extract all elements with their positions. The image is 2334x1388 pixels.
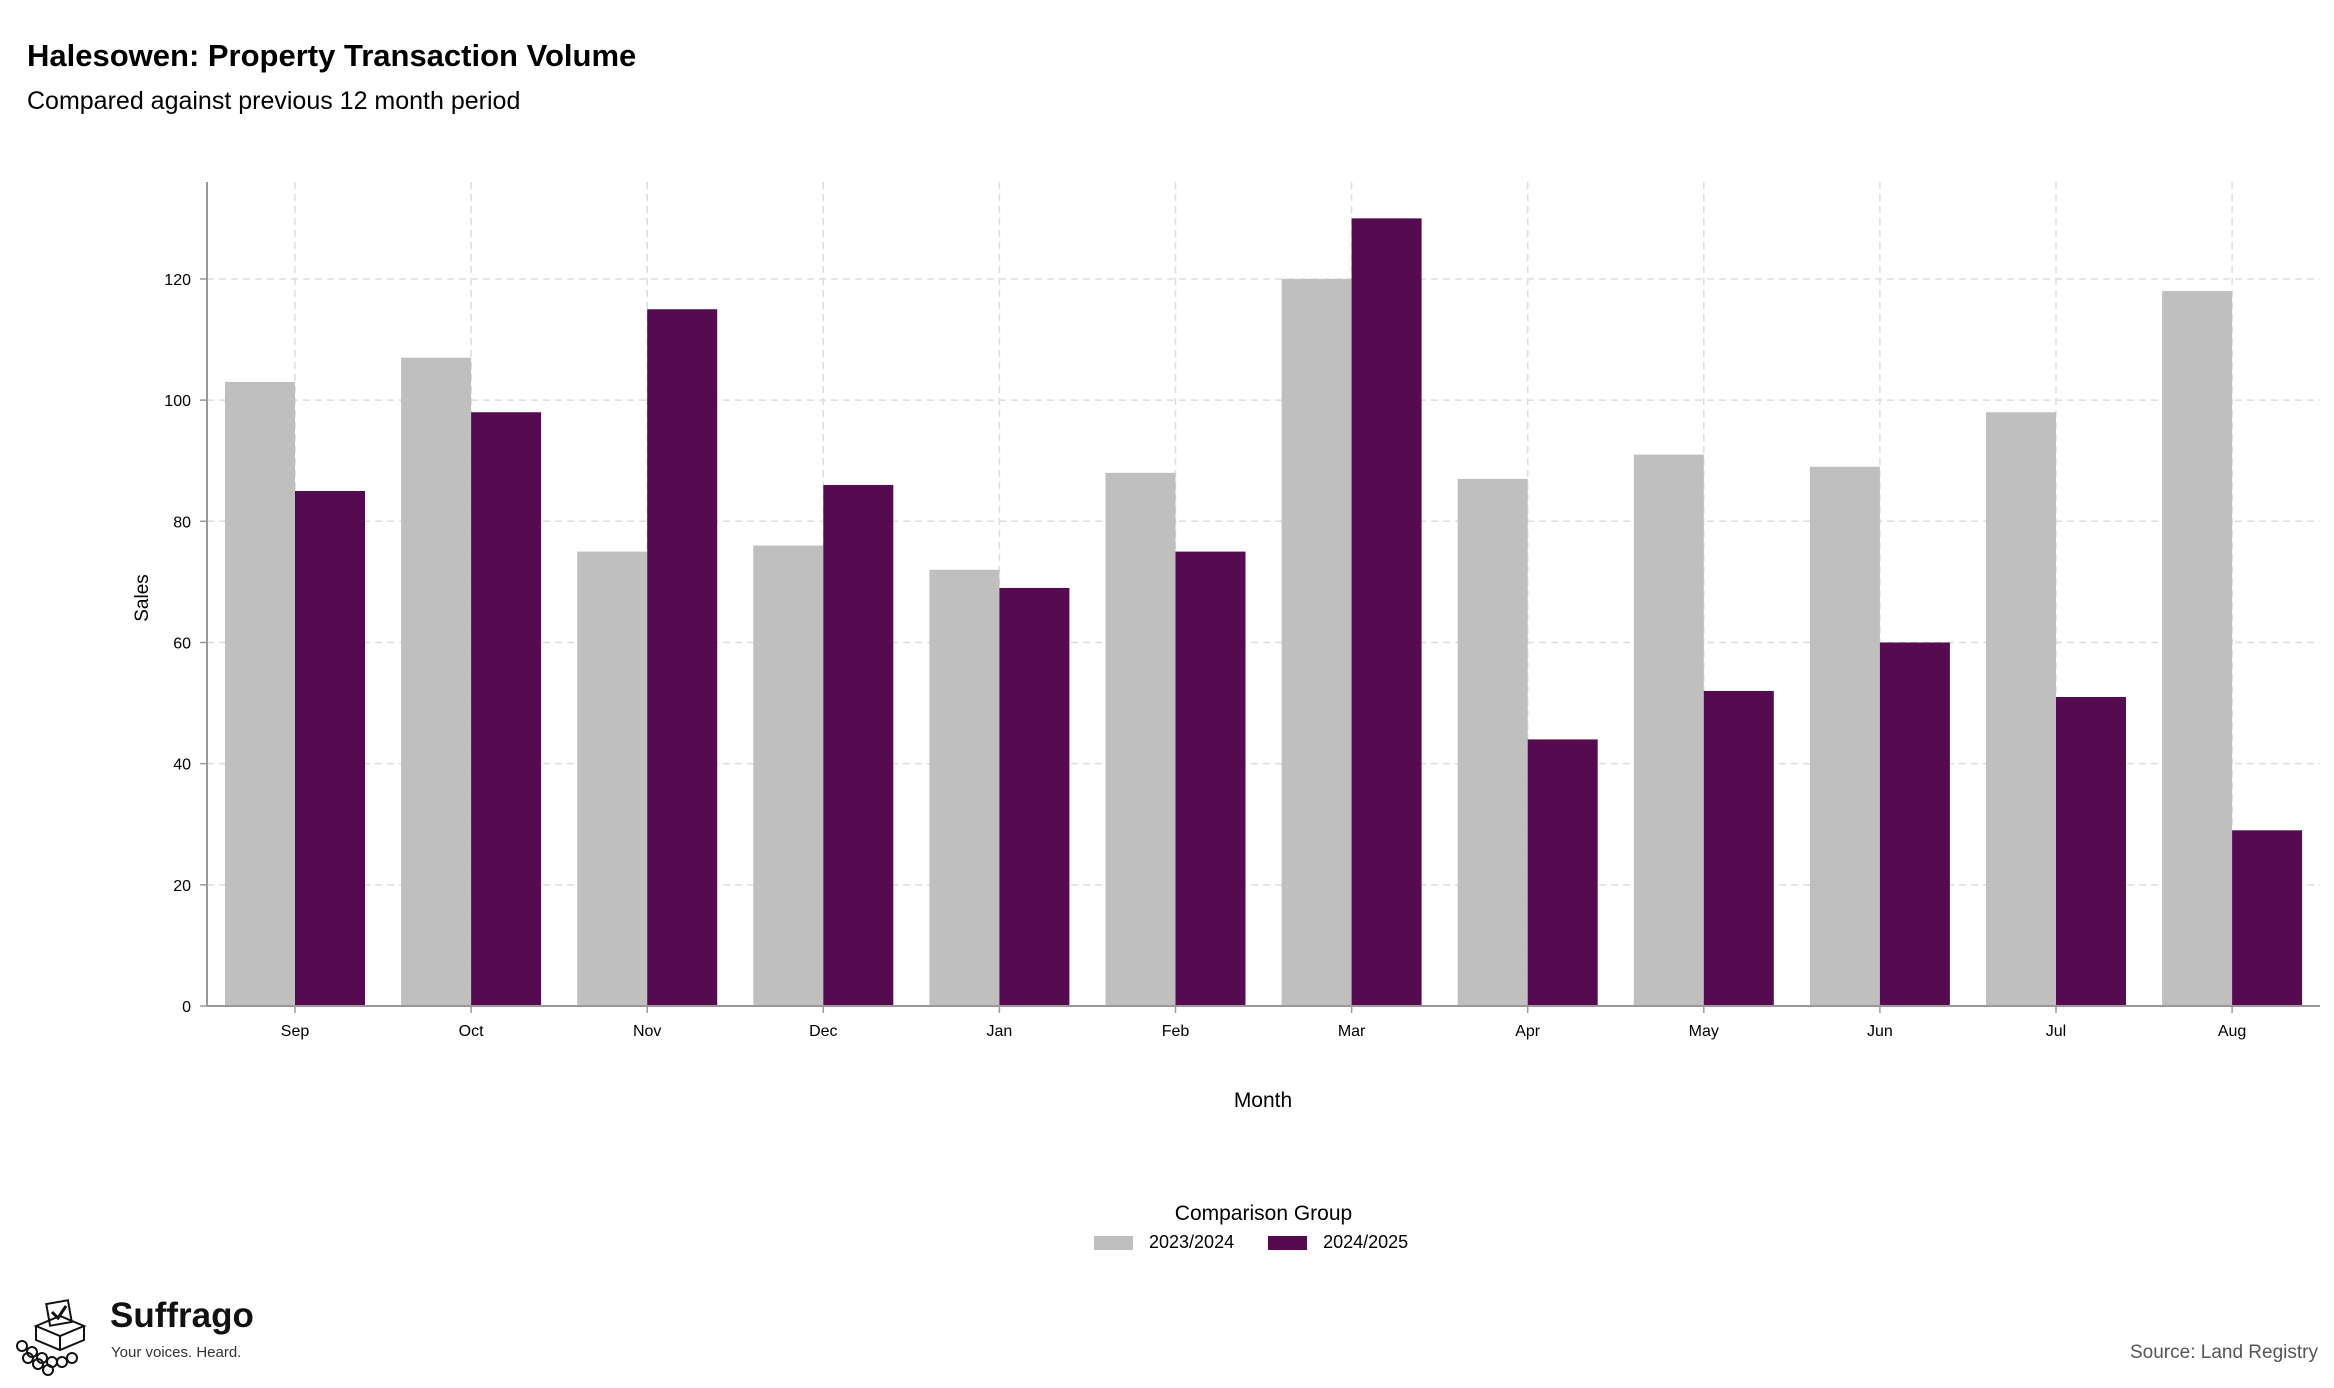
bar-2023-2024-sep xyxy=(225,381,295,1006)
y-tick-label: 60 xyxy=(173,635,191,652)
bar-2024-2025-may xyxy=(1703,690,1774,1006)
chart-subtitle: Compared against previous 12 month perio… xyxy=(27,87,521,115)
chart-title: Halesowen: Property Transaction Volume xyxy=(27,38,637,73)
x-tick-label: Feb xyxy=(1162,1023,1190,1040)
y-axis-label: Sales xyxy=(132,574,153,622)
bar-2024-2025-sep xyxy=(295,491,365,1006)
brand-logo: Suffrago Your voices. Heard. xyxy=(14,1296,274,1376)
brand-tagline: Your voices. Heard. xyxy=(111,1344,242,1361)
bars xyxy=(225,218,2303,1007)
bar-2023-2024-feb xyxy=(1105,472,1176,1007)
x-tick-label: Dec xyxy=(809,1023,837,1040)
legend-label-2023: 2023/2024 xyxy=(1149,1232,1235,1252)
x-tick-label: Jun xyxy=(1867,1023,1893,1040)
y-tick-label: 0 xyxy=(182,999,191,1016)
x-axis-label: Month xyxy=(1234,1089,1292,1112)
bar-2024-2025-jun xyxy=(1879,642,1950,1006)
legend-swatch-2023 xyxy=(1094,1235,1133,1250)
bar-2023-2024-may xyxy=(1633,454,1704,1006)
bar-2024-2025-jan xyxy=(999,587,1070,1006)
brand-name: Suffrago xyxy=(110,1296,254,1335)
bar-2023-2024-jan xyxy=(929,569,1000,1006)
bar-2023-2024-aug xyxy=(2162,291,2233,1006)
y-tick-label: 100 xyxy=(164,393,191,410)
x-tick-label: Jul xyxy=(2046,1023,2066,1040)
bar-2024-2025-jul xyxy=(2056,697,2126,1006)
x-tick-label: Nov xyxy=(633,1023,661,1040)
x-tick-label: Sep xyxy=(281,1023,310,1040)
legend-label-2024: 2024/2025 xyxy=(1323,1232,1409,1252)
y-tick-label: 20 xyxy=(173,878,191,895)
x-tick-label: May xyxy=(1689,1023,1719,1040)
bar-2023-2024-apr xyxy=(1457,478,1528,1007)
source-note: Source: Land Registry xyxy=(2130,1342,2318,1363)
bar-2023-2024-oct xyxy=(401,357,472,1006)
y-tick-label: 40 xyxy=(173,757,191,774)
bar-2024-2025-feb xyxy=(1175,551,1246,1006)
y-tick-label: 80 xyxy=(173,514,191,531)
x-tick-label: Apr xyxy=(1515,1023,1541,1040)
bar-2023-2024-nov xyxy=(577,551,648,1006)
bar-2024-2025-aug xyxy=(2232,830,2303,1006)
ballot-box-icon xyxy=(16,1299,87,1376)
bar-2024-2025-nov xyxy=(647,309,718,1006)
y-tick-label: 120 xyxy=(164,272,191,289)
legend-item-2024: 2024/2025 xyxy=(1268,1232,1408,1253)
legend: 2023/2024 2024/2025 xyxy=(1094,1232,1442,1253)
x-tick-label: Mar xyxy=(1338,1023,1366,1040)
bar-2023-2024-jul xyxy=(1986,412,2056,1006)
bar-2023-2024-mar xyxy=(1281,278,1352,1006)
bar-2023-2024-jun xyxy=(1809,466,1880,1006)
x-tick-label: Oct xyxy=(459,1023,484,1040)
legend-title: Comparison Group xyxy=(1174,1202,1353,1225)
bar-2024-2025-oct xyxy=(471,412,542,1006)
bar-2024-2025-dec xyxy=(823,484,894,1006)
axes: 0 20 40 60 80 100 120 Sep Oct Nov Dec Jan Feb Mar Apr M… xyxy=(164,182,2320,1040)
bar-2023-2024-dec xyxy=(753,545,824,1006)
legend-item-2023: 2023/2024 xyxy=(1094,1232,1234,1253)
legend-swatch-2024 xyxy=(1268,1235,1308,1250)
x-tick-label: Aug xyxy=(2218,1023,2246,1040)
bar-2024-2025-mar xyxy=(1351,218,1422,1007)
bar-2024-2025-apr xyxy=(1527,739,1598,1006)
x-tick-label: Jan xyxy=(987,1023,1013,1040)
